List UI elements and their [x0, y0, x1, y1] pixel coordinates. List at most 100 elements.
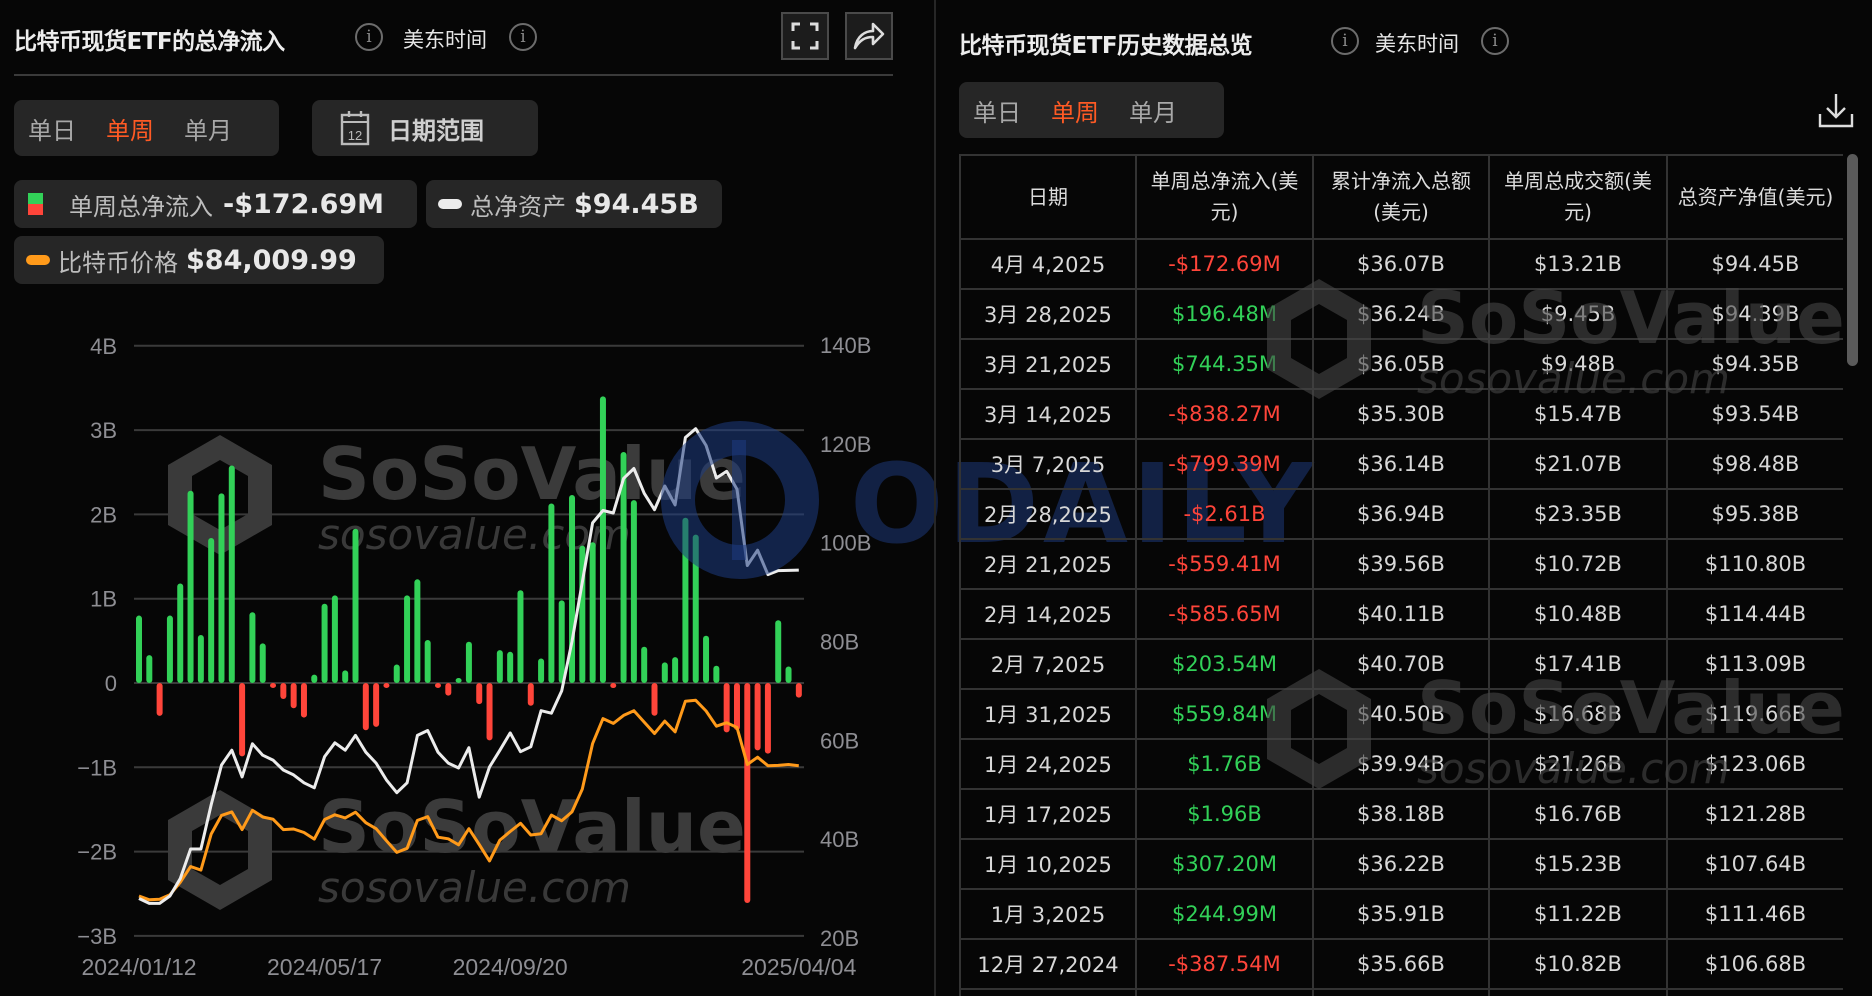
net-assets-cell: $111.46B — [1666, 888, 1843, 940]
tab-day[interactable]: 单日 — [28, 116, 76, 145]
watermark-site: sosovalue.com — [1417, 354, 1730, 403]
x-axis-tick-label: 2024/01/12 — [81, 954, 196, 980]
cumulative-inflow-cell: $40.70B — [1312, 638, 1490, 690]
flow-bar — [331, 595, 338, 683]
fullscreen-button[interactable] — [781, 12, 829, 60]
flow-bar — [651, 683, 658, 716]
cumulative-inflow-cell: $36.14B — [1312, 438, 1490, 490]
btc-price-line — [138, 698, 799, 902]
legend-net-assets[interactable]: 总净资产 $94.45B — [426, 180, 722, 228]
flow-bar — [682, 517, 689, 683]
flow-bar — [723, 683, 730, 733]
watermark-site: sosovalue.com — [318, 510, 631, 559]
weekly-volume-cell: $10.48B — [1488, 588, 1668, 640]
flow-bar — [146, 655, 153, 683]
flow-bar — [465, 641, 472, 683]
info-icon[interactable]: i — [1331, 27, 1359, 55]
net-assets-line — [138, 427, 799, 905]
table-row[interactable]: 1月 24,2025 $1.76B $39.94B $21.26B $123.06B — [959, 738, 1843, 790]
tab-month[interactable]: 单月 — [184, 116, 232, 145]
flow-bar — [166, 615, 173, 683]
date-cell: 2月 14,2025 — [959, 588, 1137, 640]
weekly-net-inflow-cell: $1.96B — [1135, 788, 1314, 840]
flow-bar — [362, 683, 369, 731]
header-divider — [14, 74, 893, 76]
flow-bar — [661, 662, 668, 683]
sosovalue-logo-watermark — [1267, 669, 1371, 789]
column-header: 累计净流入总额(美元) — [1312, 154, 1490, 240]
x-axis-tick-label: 2024/05/17 — [267, 954, 382, 980]
timezone-info-icon[interactable]: i — [509, 23, 537, 51]
flow-bar — [197, 634, 204, 683]
fullscreen-icon — [791, 22, 819, 50]
table-row[interactable]: 3月 7,2025 -$799.39M $36.14B $21.07B $98.48B — [959, 438, 1843, 490]
flow-bar — [775, 620, 782, 683]
flow-bar — [177, 583, 184, 683]
net-inflow-chart: 4B 3B 2B 1B 0 −1B −2B −3B 140B 120B 100B 80B 60B 40B 2… — [77, 333, 871, 980]
flow-bar — [239, 683, 246, 757]
weekly-volume-cell: $15.23B — [1488, 838, 1668, 890]
weekly-net-inflow-cell: -$799.39M — [1135, 438, 1314, 490]
date-cell: 1月 24,2025 — [959, 738, 1137, 790]
weekly-net-inflow-cell: $244.99M — [1135, 888, 1314, 940]
table-header-row: 日期 单周总净流入(美元) 累计净流入总额(美元) 单周总成交额(美元) 总资产净值(美… — [959, 154, 1843, 240]
calendar-icon: 12 — [340, 111, 370, 146]
left-axis-tick-label: −3B — [77, 924, 117, 949]
flow-bar — [208, 538, 215, 683]
download-icon[interactable] — [1818, 92, 1854, 128]
table-row[interactable]: 4月 4,2025 -$172.69M $36.07B $13.21B $94.45B — [959, 238, 1843, 290]
watermark-site: sosovalue.com — [1417, 744, 1730, 793]
table-row[interactable]: 1月 17,2025 $1.96B $38.18B $16.76B $121.28B — [959, 788, 1843, 840]
flow-bar — [156, 683, 163, 716]
tab-day[interactable]: 单日 — [973, 98, 1021, 127]
table-scrollbar[interactable] — [1847, 154, 1858, 366]
flow-bar — [476, 683, 483, 705]
flow-bar — [352, 528, 359, 683]
cumulative-inflow-cell: $40.50B — [1312, 688, 1490, 740]
table-row[interactable]: 2月 7,2025 $203.54M $40.70B $17.41B $113.09B — [959, 638, 1843, 690]
date-cell: 1月 3,2025 — [959, 888, 1137, 940]
timezone-info-icon[interactable]: i — [1481, 27, 1509, 55]
table-row[interactable]: 2月 28,2025 -$2.61B $36.94B $23.35B $95.38B — [959, 488, 1843, 540]
empty-cell — [1312, 988, 1490, 996]
legend-value: $84,009.99 — [186, 244, 357, 276]
legend-btc-price[interactable]: 比特币价格 $84,009.99 — [14, 236, 384, 284]
table-row[interactable]: 12月 27,2024 -$387.54M $35.66B $10.82B $106.6… — [959, 938, 1843, 990]
table-row[interactable]: 2月 14,2025 -$585.65M $40.11B $10.48B $114.44… — [959, 588, 1843, 640]
watermark-site: sosovalue.com — [318, 863, 631, 912]
table-row[interactable]: 2月 21,2025 -$559.41M $39.56B $10.72B $110.80… — [959, 538, 1843, 590]
flow-bar — [404, 595, 411, 683]
btc-price-legend-swatch — [26, 255, 50, 265]
weekly-net-inflow-cell: -$838.27M — [1135, 388, 1314, 440]
flow-bar — [692, 534, 699, 683]
left-axis-tick-label: −2B — [77, 840, 117, 865]
net-assets-cell: $94.45B — [1666, 238, 1843, 290]
flow-bar — [641, 646, 648, 683]
date-range-label: 日期范围 — [388, 116, 484, 145]
share-button[interactable] — [845, 12, 893, 60]
right-axis-tick-label: 20B — [820, 926, 859, 951]
legend-net-inflow[interactable]: 单周总净流入 -$172.69M — [14, 180, 417, 228]
tab-week[interactable]: 单周 — [1051, 98, 1099, 127]
legend-label: 总净资产 — [470, 192, 566, 221]
watermark-brand: SoSoValue — [1417, 666, 1843, 750]
table-row[interactable]: 1月 3,2025 $244.99M $35.91B $11.22B $111.46B — [959, 888, 1843, 940]
table-row[interactable]: 1月 10,2025 $307.20M $36.22B $15.23B $107.64B — [959, 838, 1843, 890]
history-table-container: 日期 单周总净流入(美元) 累计净流入总额(美元) 单周总成交额(美元) 总资产净值(美… — [959, 154, 1843, 996]
table-row[interactable]: 3月 21,2025 $744.35M $36.05B $9.48B $94.35B — [959, 338, 1843, 390]
date-cell: 3月 7,2025 — [959, 438, 1137, 490]
weekly-net-inflow-cell: -$559.41M — [1135, 538, 1314, 590]
cumulative-inflow-cell: $35.66B — [1312, 938, 1490, 990]
flow-bar — [136, 615, 142, 683]
date-cell: 3月 21,2025 — [959, 338, 1137, 390]
net-assets-legend-swatch — [438, 199, 462, 209]
flow-bar — [290, 683, 297, 709]
tab-week[interactable]: 单周 — [106, 116, 154, 145]
date-range-button[interactable]: 12 日期范围 — [312, 100, 538, 156]
net-assets-cell: $95.38B — [1666, 488, 1843, 540]
info-icon[interactable]: i — [355, 23, 383, 51]
table-row[interactable]: 3月 14,2025 -$838.27M $35.30B $15.47B $93.54B — [959, 388, 1843, 440]
tab-month[interactable]: 单月 — [1129, 98, 1177, 127]
cumulative-inflow-cell: $38.18B — [1312, 788, 1490, 840]
flow-bar — [785, 666, 792, 683]
